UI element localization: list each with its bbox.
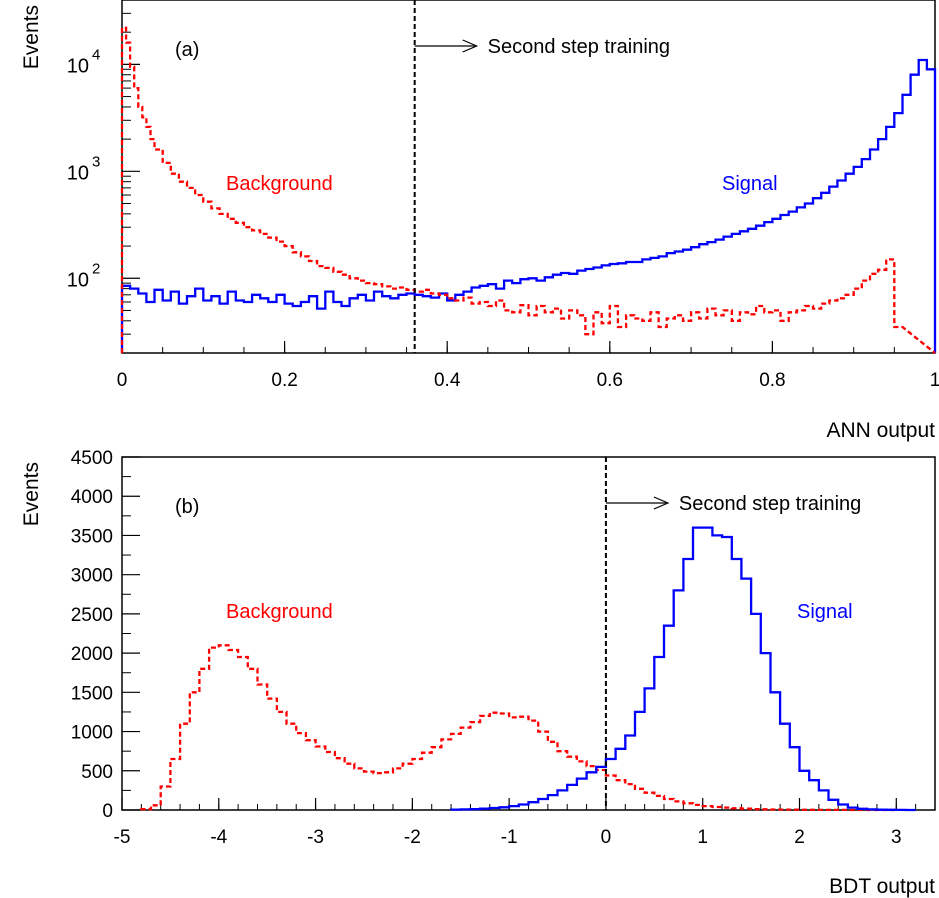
signal-histogram [120, 58, 937, 353]
signal-histogram [449, 526, 916, 812]
cut-label: Second step training [679, 493, 861, 515]
y-tick-label: 4000 [71, 487, 113, 508]
panel-label: (a) [175, 39, 199, 61]
y-axis-label: Events [20, 5, 43, 69]
axis-ticks: -5 -4 -3 -2 -1 0 1 2 3 0 500 1000 1500 2000 2500 3000 35… [71, 448, 936, 848]
x-tick-label: 1 [930, 370, 939, 391]
cut-arrow-head [653, 496, 670, 510]
x-tick-label: -4 [210, 827, 227, 848]
cut-label: Second step training [488, 36, 670, 58]
y-tick-exponent: 3 [92, 153, 100, 170]
y-tick-label: 2000 [71, 644, 113, 665]
y-tick-label: 3500 [71, 526, 113, 547]
x-tick-label: 0 [601, 827, 612, 848]
y-tick-exponent: 2 [92, 260, 100, 277]
y-tick-label: 10 [67, 162, 89, 184]
cut-marker: Second step training [604, 457, 861, 810]
y-tick-label: 4500 [71, 448, 113, 469]
x-tick-label: 3 [891, 827, 902, 848]
cut-arrow-head [462, 39, 479, 53]
x-axis-label: ANN output [826, 419, 935, 442]
histogram-series [120, 26, 937, 354]
background-histogram [140, 644, 897, 812]
y-tick-label: 3000 [71, 566, 113, 587]
signal-annotation: Signal [722, 173, 778, 195]
x-axis-label: BDT output [829, 875, 935, 898]
background-annotation: Background [226, 173, 333, 195]
y-tick-label: 1500 [71, 683, 113, 704]
y-tick-label: 0 [102, 801, 113, 822]
y-tick-label: 2500 [71, 605, 113, 626]
x-tick-label: 1 [697, 827, 708, 848]
y-axis-label: Events [20, 462, 43, 526]
y-tick-exponent: 4 [92, 46, 100, 63]
cut-marker: Second step training [413, 0, 670, 353]
x-tick-label: 0.4 [434, 370, 461, 391]
signal-annotation: Signal [797, 601, 853, 623]
x-tick-label: -2 [404, 827, 421, 848]
panel-label: (b) [175, 496, 199, 518]
x-tick-label: -1 [501, 827, 518, 848]
x-tick-label: -5 [114, 827, 131, 848]
x-tick-label: -3 [307, 827, 324, 848]
background-annotation: Background [226, 601, 333, 623]
y-tick-label: 1000 [71, 723, 113, 744]
x-tick-label: 0 [117, 370, 128, 391]
x-tick-label: 0.8 [759, 370, 785, 391]
y-tick-label: 10 [67, 55, 89, 77]
y-tick-label: 10 [67, 269, 89, 291]
histogram-series [140, 526, 916, 812]
x-tick-label: 0.2 [271, 370, 297, 391]
x-tick-label: 2 [794, 827, 805, 848]
panel-b: -5 -4 -3 -2 -1 0 1 2 3 0 500 1000 1500 2000 2500 3000 35… [20, 448, 936, 898]
x-tick-label: 0.6 [597, 370, 623, 391]
background-histogram [120, 26, 936, 354]
y-tick-label: 500 [81, 762, 113, 783]
